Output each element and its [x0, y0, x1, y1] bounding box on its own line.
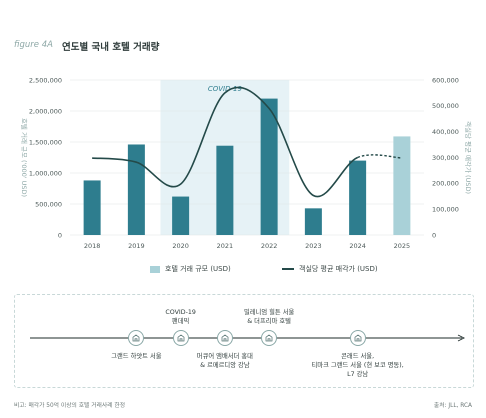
timeline-box — [14, 294, 474, 388]
x-tick-label: 2019 — [128, 242, 145, 250]
bar-2021 — [216, 145, 234, 235]
line-series-avg-price — [92, 86, 358, 198]
hotel-icon — [128, 330, 145, 346]
x-tick-label: 2024 — [349, 242, 366, 250]
y-right-tick-label: 200,000 — [432, 180, 459, 188]
y-right-tick-label: 400,000 — [432, 128, 459, 136]
legend-line: 객실당 평균 매각가 (USD) — [282, 264, 378, 274]
x-tick-label: 2018 — [84, 242, 101, 250]
bar-2020 — [172, 196, 190, 235]
timeline-event-label: 그랜드 하얏트 서울 — [111, 353, 162, 360]
timeline-event-label: 밀레니엄 힐튼 서울 & 더프리마 호텔 — [243, 308, 295, 325]
x-tick-label: 2021 — [217, 242, 234, 250]
y-right-tick-label: 100,000 — [432, 205, 459, 213]
legend-line-swatch — [282, 268, 294, 270]
footer-source: 출처: JLL, RCA — [433, 403, 472, 409]
timeline-arrow-icon — [457, 334, 466, 342]
timeline-event-label: 콘래드 서울, 티마크 그랜드 서울 (현 보코 명동), L7 강남 — [311, 353, 404, 379]
x-tick-label: 2020 — [172, 242, 189, 250]
y-tick-label: 500,000 — [35, 200, 62, 208]
x-tick-label: 2022 — [261, 242, 278, 250]
timeline-event-label: COVID-19 팬데믹 — [165, 308, 196, 325]
covid-band-label: COVID-19 — [208, 85, 243, 93]
y-right-tick-label: 300,000 — [432, 154, 459, 162]
legend-bar: 호텔 거래 규모 (USD) — [150, 264, 231, 274]
x-tick-label: 2025 — [394, 242, 411, 250]
y-right-tick-label: 0 — [432, 231, 436, 239]
y-axis-title: 호텔 거래 규모 ('000' USD) — [20, 118, 29, 197]
bar-2019 — [127, 144, 145, 235]
figure-title: 연도별 국내 호텔 거래량 — [62, 42, 160, 53]
y-right-tick-label: 600,000 — [432, 76, 459, 84]
hotel-icon — [349, 330, 366, 346]
legend-bar-swatch — [150, 265, 160, 273]
hotel-icon — [216, 330, 233, 346]
bar-2018 — [83, 180, 101, 235]
y-right-tick-label: 500,000 — [432, 102, 459, 110]
legend-line-label: 객실당 평균 매각가 (USD) — [299, 265, 378, 273]
y-tick-label: 2,000,000 — [29, 107, 62, 115]
legend-bar-label: 호텔 거래 규모 (USD) — [165, 265, 231, 273]
y-tick-label: 0 — [58, 231, 62, 239]
footer-note: 비고: 매각가 50억 이상의 호텔 거래사례 한정 — [14, 403, 126, 409]
bar-2025 — [393, 136, 411, 235]
hotel-icon — [172, 330, 189, 346]
y-tick-label: 1,000,000 — [29, 169, 62, 177]
x-tick-label: 2023 — [305, 242, 322, 250]
timeline-event-label: 머큐어 앰배서더 홍대 & 르메르디앙 강남 — [196, 353, 253, 370]
bar-2023 — [304, 208, 322, 235]
y-tick-label: 1,500,000 — [29, 138, 62, 146]
y-tick-label: 2,500,000 — [29, 76, 62, 84]
bar-2024 — [349, 160, 367, 235]
hotel-icon — [261, 330, 278, 346]
y-right-axis-title: 객실당 평균 매각가 (USD) — [464, 121, 473, 194]
figure-label: figure 4A — [14, 40, 53, 50]
line-series-projected — [357, 154, 402, 159]
bar-2022 — [260, 98, 278, 235]
